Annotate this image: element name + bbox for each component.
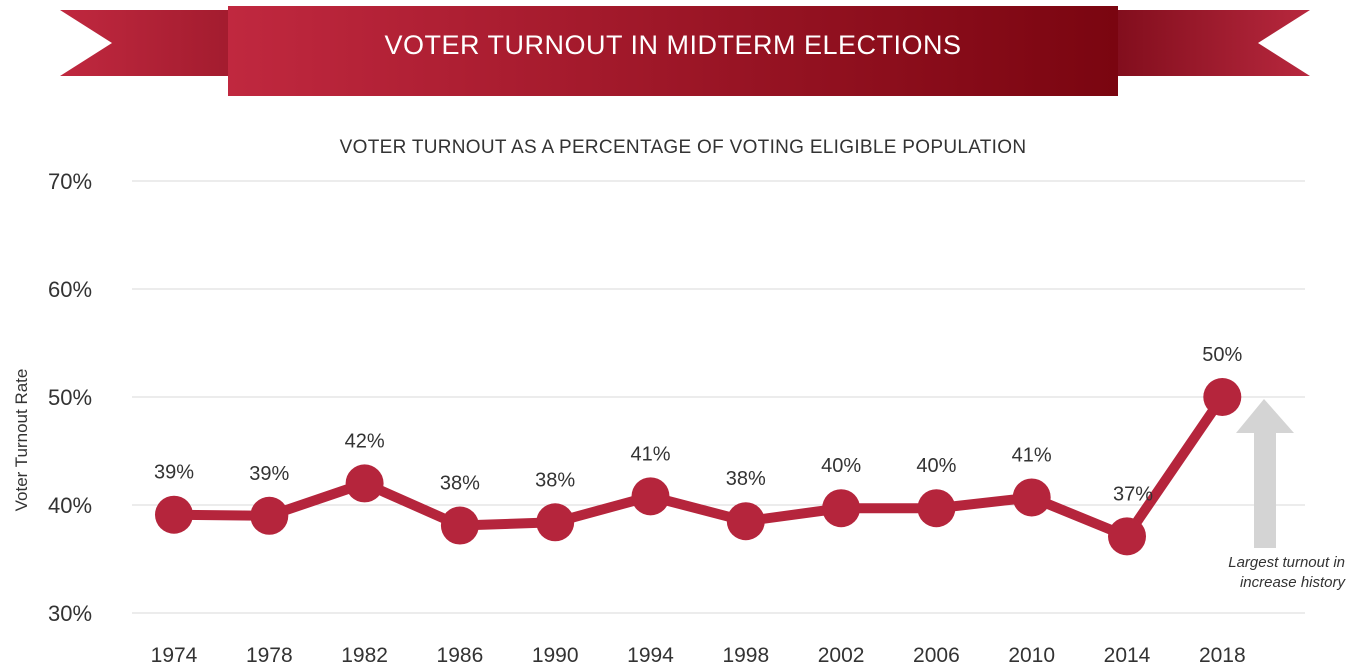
data-point-2018 [1203, 378, 1242, 416]
x-tick-label: 2014 [1104, 644, 1151, 666]
x-tick-label: 1994 [627, 644, 674, 666]
y-axis-label: Voter Turnout Rate [12, 368, 31, 512]
increase-arrow [1236, 399, 1294, 548]
data-label-2010: 41% [1012, 444, 1052, 466]
x-tick-label: 2002 [818, 644, 865, 666]
y-tick-label: 50% [48, 385, 92, 410]
data-labels: 39% 39% 42% 38% 38% 41% 38% 40% 40% 41% 37% 50% [154, 344, 1243, 505]
x-tick-label: 1982 [341, 644, 388, 666]
x-tick-label: 2006 [913, 644, 960, 666]
series-turnout [155, 378, 1242, 556]
banner-right-ribbon [1088, 10, 1310, 76]
data-point-1990 [536, 503, 575, 542]
data-point-1974 [155, 495, 193, 534]
y-tick-label: 70% [48, 169, 92, 194]
y-tick-label: 40% [48, 493, 92, 518]
data-label-1982: 42% [345, 430, 385, 452]
y-axis-ticks: 30% 40% 50% 60% 70% [48, 169, 92, 626]
x-tick-label: 1974 [151, 644, 198, 666]
y-tick-label: 30% [48, 601, 92, 626]
annotation-line-1: Largest turnout in [1228, 554, 1345, 571]
data-point-2010 [1012, 478, 1051, 517]
y-tick-label: 60% [48, 277, 92, 302]
x-tick-label: 1990 [532, 644, 579, 666]
x-tick-label: 2010 [1008, 644, 1055, 666]
data-point-1978 [250, 496, 289, 535]
data-point-1986 [440, 506, 479, 545]
data-label-1986: 38% [440, 473, 480, 495]
x-tick-label: 2018 [1199, 644, 1246, 666]
chart-title: VOTER TURNOUT IN MIDTERM ELECTIONS [384, 30, 962, 60]
data-label-1990: 38% [535, 469, 575, 491]
data-label-2006: 40% [916, 455, 956, 477]
data-point-2014 [1108, 517, 1146, 556]
x-tick-label: 1998 [722, 644, 769, 666]
banner-left-ribbon [60, 10, 258, 76]
x-tick-label: 1986 [437, 644, 484, 666]
gridlines [132, 180, 1305, 614]
data-point-1994 [631, 477, 670, 516]
data-label-1974: 39% [154, 462, 194, 484]
x-tick-label: 1978 [246, 644, 293, 666]
data-label-1994: 41% [630, 443, 670, 465]
annotation-note: Largest turnout in increase history [1170, 553, 1345, 593]
data-label-2018: 50% [1202, 344, 1242, 366]
data-label-2002: 40% [821, 455, 861, 477]
data-point-2006 [917, 489, 956, 528]
title-banner [60, 6, 1310, 96]
annotation-line-2: increase history [1239, 574, 1345, 591]
series-line [169, 392, 1228, 542]
data-point-1998 [726, 502, 765, 541]
data-point-2002 [822, 489, 861, 528]
x-axis-ticks: 1974 1978 1982 1986 1990 1994 1998 2002 2006 2010… [151, 644, 1246, 666]
banner-main [228, 6, 1118, 96]
chart-subtitle: VOTER TURNOUT AS A PERCENTAGE OF VOTING … [339, 137, 1027, 158]
data-label-2014: 37% [1113, 483, 1153, 505]
data-point-1982 [345, 464, 384, 503]
data-label-1978: 39% [249, 463, 289, 485]
data-label-1998: 38% [726, 468, 766, 490]
